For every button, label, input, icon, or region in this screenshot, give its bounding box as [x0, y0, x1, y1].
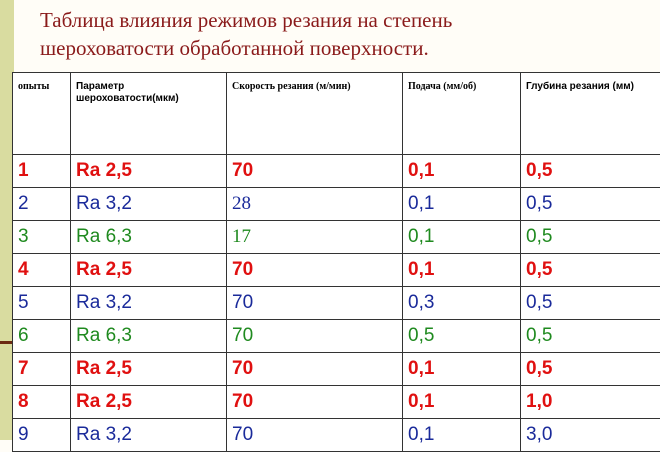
table-row: 4 Ra 2,5 70 0,1 0,5: [13, 254, 660, 287]
table-row: 8 Ra 2,5 70 0,1 1,0: [13, 386, 660, 419]
cell-cutting-speed: 70: [227, 155, 403, 188]
title-line-2: шероховатости обработанной поверхности.: [40, 34, 640, 62]
cell-experiment: 9: [13, 419, 71, 452]
header-cutting-depth: Глубина резания (мм): [521, 73, 660, 155]
table-row: 7 Ra 2,5 70 0,1 0,5: [13, 353, 660, 386]
cell-roughness: Ra 2,5: [71, 353, 227, 386]
cell-experiment: 5: [13, 287, 71, 320]
cell-cutting-depth: 0,5: [521, 287, 660, 320]
cell-cutting-speed: 70: [227, 254, 403, 287]
header-feed: Подача (мм/об): [403, 73, 521, 155]
cell-feed: 0,1: [403, 221, 521, 254]
cell-experiment: 6: [13, 320, 71, 353]
cell-cutting-depth: 0,5: [521, 155, 660, 188]
cell-cutting-speed: 70: [227, 386, 403, 419]
cell-cutting-depth: 0,5: [521, 353, 660, 386]
cell-cutting-depth: 0,5: [521, 221, 660, 254]
header-roughness: Параметр шероховатости(мкм): [71, 73, 227, 155]
header-cutting-speed: Скорость резания (м/мин): [227, 73, 403, 155]
cell-cutting-speed: 70: [227, 419, 403, 452]
cell-feed: 0,1: [403, 188, 521, 221]
table-row: 9 Ra 3,2 70 0,1 3,0: [13, 419, 660, 452]
cell-roughness: Ra 6,3: [71, 221, 227, 254]
cell-feed: 0,1: [403, 419, 521, 452]
cell-feed: 0,1: [403, 386, 521, 419]
title-line-1: Таблица влияния режимов резания на степе…: [40, 6, 640, 34]
cell-roughness: Ra 2,5: [71, 155, 227, 188]
slide-title: Таблица влияния режимов резания на степе…: [40, 6, 640, 62]
cell-roughness: Ra 2,5: [71, 254, 227, 287]
cell-experiment: 8: [13, 386, 71, 419]
cell-roughness: Ra 3,2: [71, 287, 227, 320]
cell-cutting-depth: 0,5: [521, 254, 660, 287]
table-row: 5 Ra 3,2 70 0,3 0,5: [13, 287, 660, 320]
cell-experiment: 3: [13, 221, 71, 254]
table-row: 3 Ra 6,3 17 0,1 0,5: [13, 221, 660, 254]
table-row: 2 Ra 3,2 28 0,1 0,5: [13, 188, 660, 221]
cell-experiment: 2: [13, 188, 71, 221]
table-row: 6 Ra 6,3 70 0,5 0,5: [13, 320, 660, 353]
cell-feed: 0,1: [403, 155, 521, 188]
cell-experiment: 7: [13, 353, 71, 386]
cell-roughness: Ra 3,2: [71, 419, 227, 452]
cell-cutting-speed: 17: [227, 221, 403, 254]
cell-roughness: Ra 3,2: [71, 188, 227, 221]
header-experiments: опыты: [13, 73, 71, 155]
cell-cutting-depth: 3,0: [521, 419, 660, 452]
cell-feed: 0,1: [403, 254, 521, 287]
cell-cutting-speed: 28: [227, 188, 403, 221]
cell-feed: 0,5: [403, 320, 521, 353]
cell-cutting-speed: 70: [227, 287, 403, 320]
cell-cutting-speed: 70: [227, 353, 403, 386]
cell-cutting-speed: 70: [227, 320, 403, 353]
cell-feed: 0,3: [403, 287, 521, 320]
cell-cutting-depth: 1,0: [521, 386, 660, 419]
cell-cutting-depth: 0,5: [521, 188, 660, 221]
table-row: 1 Ra 2,5 70 0,1 0,5: [13, 155, 660, 188]
table-header-row: опыты Параметр шероховатости(мкм) Скорос…: [13, 73, 660, 155]
cell-roughness: Ra 2,5: [71, 386, 227, 419]
cell-experiment: 4: [13, 254, 71, 287]
cell-experiment: 1: [13, 155, 71, 188]
cell-feed: 0,1: [403, 353, 521, 386]
cell-cutting-depth: 0,5: [521, 320, 660, 353]
cutting-modes-table: опыты Параметр шероховатости(мкм) Скорос…: [12, 72, 660, 452]
cell-roughness: Ra 6,3: [71, 320, 227, 353]
